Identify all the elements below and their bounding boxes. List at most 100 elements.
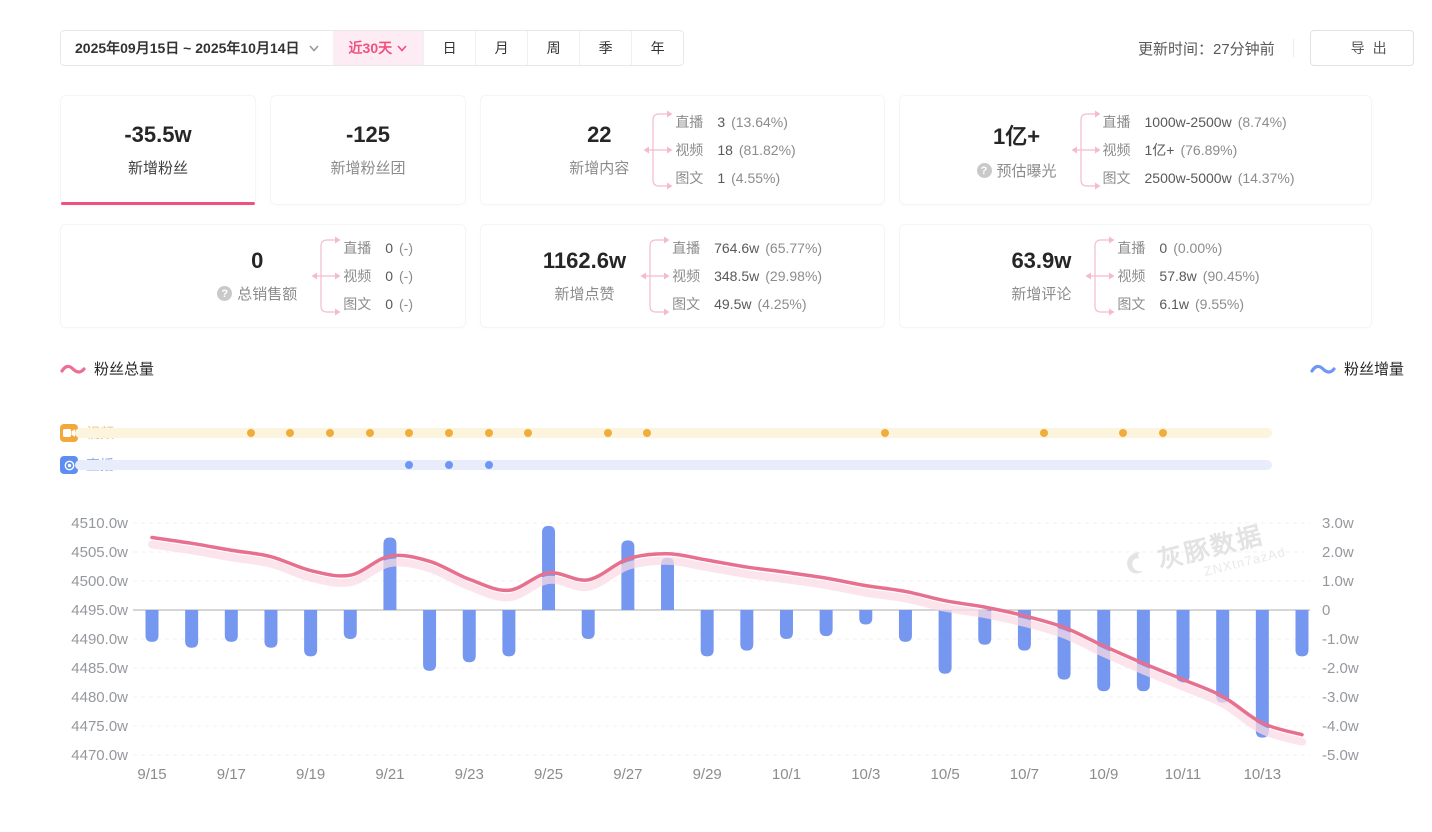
increment-bar[interactable] (502, 610, 516, 657)
tab-quarter[interactable]: 季 (579, 31, 631, 65)
tab-week[interactable]: 周 (527, 31, 579, 65)
tab-day[interactable]: 日 (423, 31, 475, 65)
help-icon[interactable]: ? (217, 286, 233, 301)
video-dot[interactable] (325, 429, 334, 437)
increment-bar[interactable] (224, 610, 238, 642)
legend-fans-increment[interactable]: 粉丝增量 (1310, 358, 1404, 379)
left-axis-tick: 4485.0w (71, 660, 128, 677)
increment-bar[interactable] (581, 610, 595, 639)
stat-card-estimated-exposure[interactable]: 1亿+ ? 预估曝光 直播 1000w-2500w (8.74%) 视频 1亿+ (76.… (899, 95, 1372, 205)
chevron-down-icon (397, 44, 407, 52)
x-axis-tick: 9/23 (455, 766, 484, 783)
increment-bar[interactable] (898, 610, 912, 642)
breakdown-connector (311, 236, 341, 316)
video-dot[interactable] (365, 429, 374, 437)
x-axis-tick: 9/29 (693, 766, 722, 783)
increment-bar[interactable] (264, 610, 278, 648)
increment-bar[interactable] (1295, 610, 1309, 657)
increment-bar[interactable] (1176, 610, 1190, 683)
x-axis-tick: 10/3 (851, 766, 880, 783)
stat-card-new-likes[interactable]: 1162.6w 新增点赞 直播 764.6w (65.77%) 视频 348.5w (2… (480, 224, 885, 328)
divider (1292, 39, 1294, 57)
tab-year[interactable]: 年 (631, 31, 683, 65)
stat-value: 22 (587, 122, 612, 147)
increment-bar[interactable] (859, 610, 873, 625)
increment-bar[interactable] (343, 610, 357, 639)
help-icon[interactable]: ? (976, 163, 992, 178)
video-dot[interactable] (1158, 429, 1167, 437)
increment-bar[interactable] (542, 525, 556, 610)
tab-month[interactable]: 月 (475, 31, 527, 65)
increment-bar[interactable] (779, 610, 793, 639)
total-line-shadow (148, 540, 1306, 746)
video-dot[interactable] (286, 429, 295, 437)
breakdown-row: 图文 49.5w (4.25%) (672, 295, 807, 312)
breakdown-connector (640, 236, 670, 316)
legend-fans-total[interactable]: 粉丝总量 (60, 358, 154, 379)
video-dot[interactable] (881, 429, 890, 437)
increment-bar[interactable] (383, 537, 397, 611)
increment-bar[interactable] (1057, 610, 1071, 680)
x-axis-tick: 10/13 (1244, 766, 1282, 783)
increment-bar[interactable] (938, 610, 952, 674)
increment-bar[interactable] (1216, 610, 1230, 703)
x-axis-tick: 9/15 (137, 766, 166, 783)
increment-bar[interactable] (304, 610, 318, 657)
right-axis-tick: 3.0w (1322, 515, 1354, 532)
date-range-picker[interactable]: 2025年09月15日 ~ 2025年10月14日 (61, 31, 333, 65)
increment-bar[interactable] (700, 610, 714, 657)
live-dot[interactable] (484, 461, 493, 469)
export-button[interactable]: 导出 (1309, 30, 1414, 66)
increment-bar[interactable] (740, 610, 754, 651)
breakdown-row: 图文 2500w-5000w (14.37%) (1102, 169, 1295, 186)
video-dot[interactable] (484, 429, 493, 437)
breakdown-row: 直播 1000w-2500w (8.74%) (1102, 113, 1287, 130)
quick-range-dropdown[interactable]: 近30天 (332, 31, 424, 65)
pink-wave-icon (60, 364, 86, 374)
increment-bar[interactable] (423, 610, 437, 671)
stat-card-total-sales[interactable]: 0 ? 总销售额 直播 0 (-) 视频 0 (-) 图文 0 (-) (60, 224, 466, 328)
stat-value: 1亿+ (992, 124, 1041, 149)
video-dot[interactable] (603, 429, 612, 437)
increment-bar[interactable] (661, 557, 675, 610)
blue-wave-icon (1310, 364, 1336, 374)
live-dot[interactable] (444, 461, 453, 469)
video-dot[interactable] (405, 429, 414, 437)
increment-bar[interactable] (1136, 610, 1150, 692)
stat-card-new-fans[interactable]: -35.5w 新增粉丝 (60, 95, 256, 205)
video-dot[interactable] (643, 429, 652, 437)
right-axis-tick: -5.0w (1322, 747, 1359, 764)
stat-value: 0 (251, 248, 264, 273)
increment-bar[interactable] (145, 610, 159, 642)
breakdown-connector (1085, 236, 1115, 316)
increment-bar[interactable] (185, 610, 199, 648)
video-dot[interactable] (444, 429, 453, 437)
breakdown-row: 图文 1 (4.55%) (675, 169, 781, 186)
right-axis-tick: -3.0w (1322, 689, 1359, 706)
video-dot[interactable] (246, 429, 255, 437)
increment-bar[interactable] (621, 540, 635, 610)
stat-card-new-content[interactable]: 22 新增内容 直播 3 (13.64%) 视频 18 (81.82%) 图文 1 (4.5… (480, 95, 885, 205)
increment-bar[interactable] (819, 610, 833, 637)
video-dot[interactable] (524, 429, 533, 437)
left-axis-tick: 4480.0w (71, 689, 128, 706)
left-axis-tick: 4510.0w (71, 515, 128, 532)
right-axis-tick: -2.0w (1322, 660, 1359, 677)
stat-card-new-fanclub[interactable]: -125 新增粉丝团 (270, 95, 466, 205)
active-tab-indicator (61, 202, 255, 205)
x-axis-tick: 10/5 (930, 766, 959, 783)
video-dot[interactable] (1119, 429, 1128, 437)
stat-card-new-comments[interactable]: 63.9w 新增评论 直播 0 (0.00%) 视频 57.8w (90.45%) 图文… (899, 224, 1372, 328)
x-axis-tick: 9/19 (296, 766, 325, 783)
live-timeline-track (75, 460, 1272, 470)
video-dot[interactable] (1039, 429, 1048, 437)
increment-bar[interactable] (462, 610, 476, 663)
breakdown-row: 直播 0 (-) (343, 239, 413, 256)
live-dot[interactable] (405, 461, 414, 469)
breakdown-row: 视频 0 (-) (343, 267, 413, 284)
breakdown-row: 图文 0 (-) (343, 295, 413, 312)
left-axis-tick: 4505.0w (71, 544, 128, 561)
increment-bar[interactable] (1255, 610, 1269, 738)
video-icon (60, 424, 78, 442)
live-icon (60, 456, 78, 474)
